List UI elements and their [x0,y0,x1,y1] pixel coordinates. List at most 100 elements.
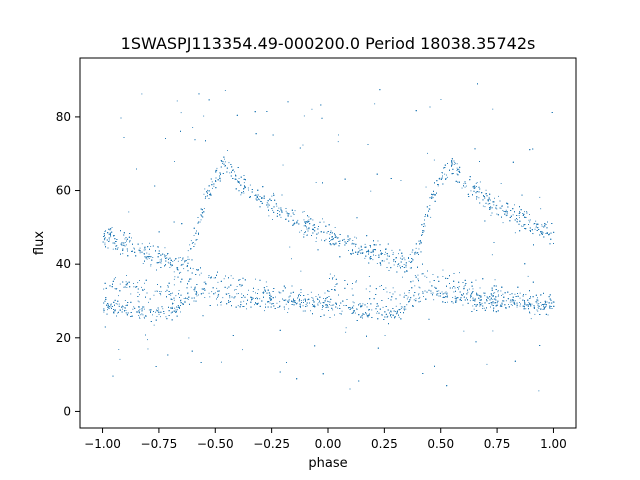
data-point [317,232,319,234]
data-point [190,240,192,242]
data-point [141,309,143,311]
data-point [176,309,178,311]
data-point [376,306,378,307]
data-point [406,298,408,300]
data-point [174,307,176,309]
data-point [143,249,145,251]
data-point [476,186,477,187]
data-point [140,314,142,316]
data-point [305,231,306,232]
data-point [386,291,388,293]
data-point [184,260,186,262]
data-point [118,295,119,297]
data-point [385,287,387,289]
data-point [311,108,313,110]
data-point [400,306,402,308]
data-point [173,278,175,280]
data-point [482,308,484,309]
data-point [160,316,161,318]
data-point [298,296,299,298]
data-point [524,211,525,213]
data-point [139,294,140,296]
data-point [329,304,330,305]
data-point [483,307,485,309]
data-point [126,312,128,314]
data-point [199,274,201,276]
data-point [334,286,336,287]
data-point [216,167,218,169]
data-point [266,286,268,287]
data-point [476,292,477,294]
data-point [262,292,264,294]
data-point [305,299,306,301]
data-point [153,294,155,296]
data-point [232,277,234,279]
data-point [300,292,302,293]
data-point [417,274,419,276]
data-point [312,300,314,301]
data-point [525,294,527,295]
data-point [514,204,515,206]
data-point [117,312,119,314]
data-point [383,260,385,262]
data-point [452,302,454,304]
data-point [377,311,378,312]
data-point [268,215,270,217]
data-point [285,303,287,305]
data-point [190,286,192,288]
data-point [109,229,111,231]
data-point [482,205,484,207]
data-point [188,258,190,260]
data-point [103,288,105,290]
data-point [149,242,150,244]
data-point [384,254,386,255]
data-point [368,252,370,254]
data-point [500,290,502,292]
data-point [330,304,332,306]
data-point [139,318,141,319]
data-point [541,232,543,233]
data-point [229,172,231,174]
data-point [415,251,417,253]
data-point [430,216,432,218]
data-point [486,363,488,365]
data-point [529,214,530,215]
data-point [540,208,542,210]
data-point [418,294,419,296]
data-point [240,285,242,287]
data-point [353,302,355,304]
data-point [184,261,185,263]
data-point [141,286,142,288]
data-point [419,296,421,298]
data-point [436,293,437,295]
data-point [497,290,499,291]
data-point [352,249,353,250]
data-point [160,262,162,264]
data-point [209,296,211,298]
data-point [502,210,504,211]
data-point [294,210,296,212]
data-point [456,163,458,165]
data-point [302,310,304,312]
data-point [278,207,280,209]
data-point [447,301,448,303]
data-point [237,305,239,307]
data-point [238,178,240,179]
data-point [366,313,368,315]
data-point [446,292,448,294]
data-point [436,293,438,295]
data-point [385,251,386,253]
data-point [421,273,423,275]
data-point [282,164,284,166]
data-point [240,194,242,196]
data-point [267,206,269,208]
data-point [104,242,106,244]
data-point [354,236,356,238]
data-point [318,294,319,296]
data-point [456,173,458,175]
data-point [174,161,175,162]
data-point [457,170,459,172]
data-point [217,297,218,298]
data-point [322,218,323,220]
